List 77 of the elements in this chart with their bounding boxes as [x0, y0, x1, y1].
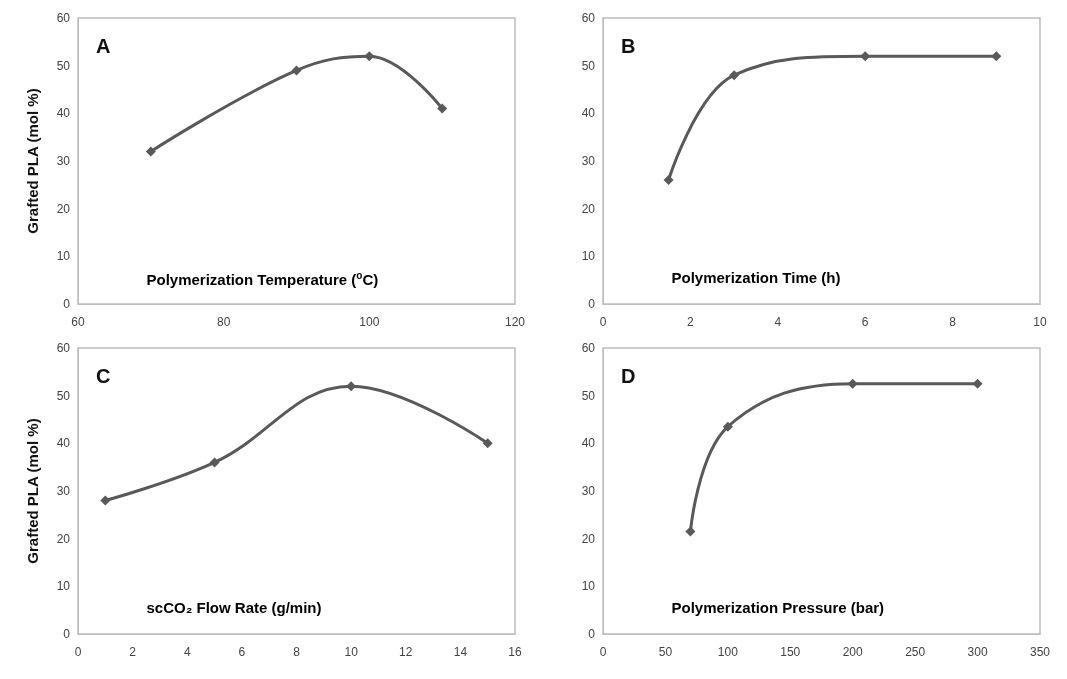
y-tick-label: 60 — [56, 341, 71, 355]
y-tick-label: 40 — [56, 106, 71, 121]
annotation: D — [621, 365, 636, 387]
annotation: B — [621, 35, 636, 57]
y-tick-label: 0 — [588, 627, 596, 641]
x-tick-label: 80 — [216, 315, 231, 329]
x-tick-label: 14 — [453, 645, 468, 659]
x-tick-label: 0 — [74, 645, 82, 659]
y-axis-title: Grafted PLA (mol %) — [24, 418, 41, 564]
point — [100, 495, 111, 506]
y-tick-label: 10 — [581, 579, 596, 594]
point — [972, 378, 983, 389]
x-axis-title: Polymerization Pressure (bar) — [671, 599, 885, 616]
x-tick-label: 0 — [599, 645, 607, 659]
x-tick-label: 10 — [1033, 315, 1047, 329]
x-tick-label: 100 — [359, 315, 380, 329]
y-tick-label: 20 — [581, 531, 596, 546]
x-tick-label: 8 — [293, 645, 301, 659]
y-tick-label: 50 — [581, 388, 596, 403]
x-tick-label: 100 — [717, 645, 739, 659]
y-tick-label: 20 — [581, 201, 596, 216]
x-tick-label: 2 — [687, 315, 695, 329]
x-axis-title: scCO₂ Flow Rate (g/min) — [146, 599, 322, 616]
x-tick-label: 12 — [399, 645, 413, 659]
point — [685, 526, 696, 537]
annotation: C — [96, 365, 111, 387]
point — [291, 65, 302, 76]
point — [991, 51, 1002, 62]
y-tick-label: 0 — [588, 297, 596, 311]
x-tick-label: 6 — [861, 315, 869, 329]
x-tick-label: 4 — [183, 645, 191, 659]
x-tick-label: 250 — [905, 645, 926, 659]
y-tick-label: 0 — [63, 297, 71, 311]
x-tick-label: 4 — [774, 315, 782, 329]
y-tick-label: 10 — [581, 249, 596, 264]
y-tick-label: 40 — [56, 436, 71, 451]
y-tick-label: 30 — [56, 484, 71, 498]
y-tick-label: 40 — [581, 106, 596, 121]
x-tick-label: 6 — [238, 645, 246, 659]
point — [209, 457, 220, 468]
y-tick-label: 30 — [56, 154, 71, 168]
y-tick-label: 30 — [581, 154, 596, 168]
point — [364, 51, 375, 62]
y-tick-label: 50 — [56, 58, 71, 73]
x-tick-label: 0 — [599, 315, 607, 329]
y-tick-label: 20 — [56, 531, 71, 546]
x-tick-label: 300 — [967, 645, 988, 659]
point — [437, 103, 448, 114]
x-axis-title: Polymerization Time (h) — [671, 269, 841, 286]
y-tick-label: 20 — [56, 201, 71, 216]
y-tick-label: 60 — [581, 11, 596, 25]
point — [847, 378, 858, 389]
y-tick-label: 10 — [56, 579, 71, 594]
point — [722, 421, 733, 432]
x-tick-label: 350 — [1029, 645, 1051, 659]
y-tick-label: 10 — [56, 249, 71, 264]
y-tick-label: 60 — [56, 11, 71, 25]
annotation: A — [96, 35, 111, 57]
point — [663, 175, 674, 186]
x-tick-label: 2 — [129, 645, 137, 659]
point — [482, 438, 493, 449]
y-tick-label: 50 — [581, 58, 596, 73]
y-tick-label: 30 — [581, 484, 596, 498]
y-tick-label: 50 — [56, 388, 71, 403]
x-tick-label: 200 — [842, 645, 864, 659]
point — [145, 146, 156, 157]
x-tick-label: 8 — [949, 315, 957, 329]
x-tick-label: 120 — [504, 315, 526, 329]
x-tick-label: 10 — [344, 645, 359, 659]
x-tick-label: 150 — [780, 645, 801, 659]
x-tick-label: 16 — [508, 645, 522, 659]
x-tick-label: 50 — [658, 645, 673, 659]
y-tick-label: 0 — [63, 627, 71, 641]
y-tick-label: 60 — [581, 341, 596, 355]
y-tick-label: 40 — [581, 436, 596, 451]
y-axis-title: Grafted PLA (mol %) — [24, 88, 41, 234]
point — [729, 70, 740, 81]
